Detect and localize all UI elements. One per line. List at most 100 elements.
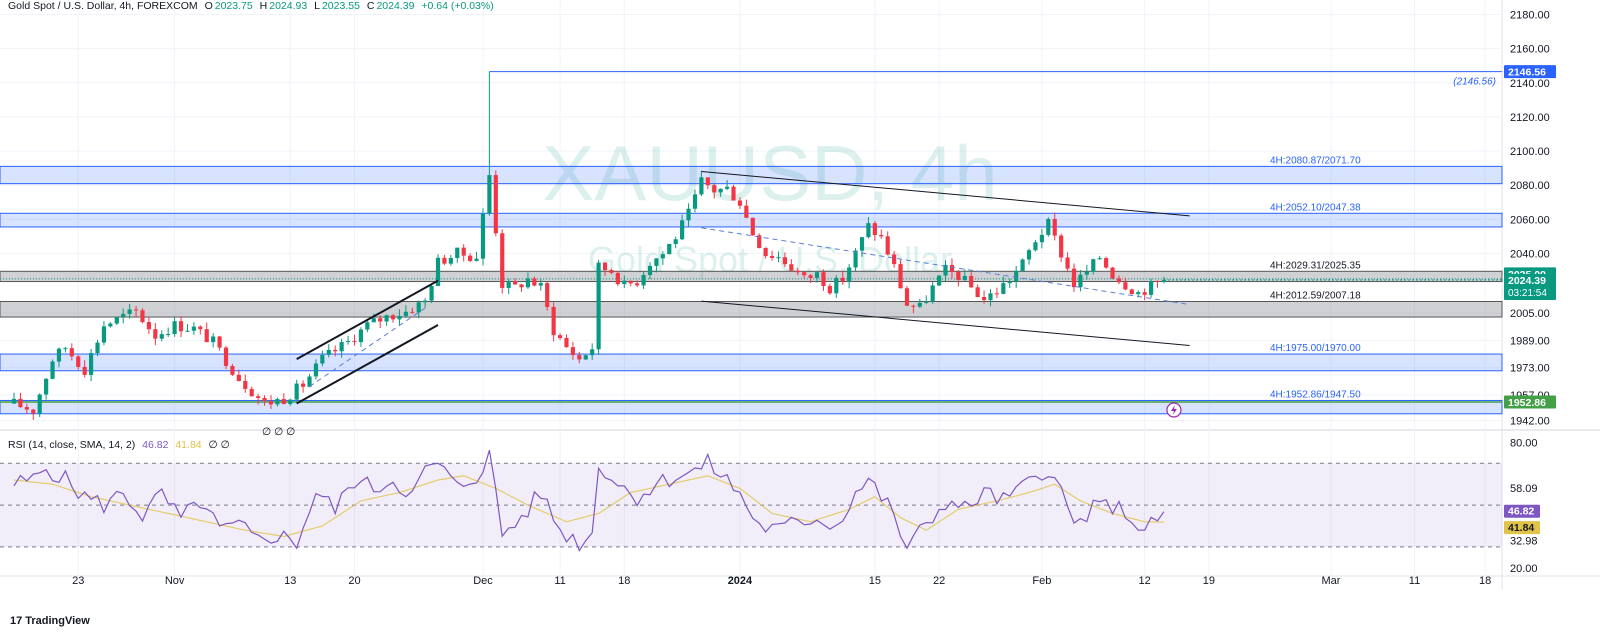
candle-body — [737, 200, 743, 206]
current-price-badge-bg — [1504, 274, 1556, 301]
trendlines — [296, 170, 1502, 405]
sr-zone-label: 4H:2052.10/2047.38 — [1270, 202, 1361, 213]
green-level-badge-bg — [1504, 395, 1556, 409]
candle-body — [782, 257, 787, 265]
candle-body — [198, 326, 203, 330]
price-axis-tick-label: 2120.00 — [1510, 112, 1550, 124]
time-axis-tick-label: 23 — [72, 575, 84, 587]
candle-body — [795, 270, 800, 273]
candle-body — [44, 378, 49, 395]
low-value: 2023.55 — [321, 0, 360, 12]
candle-body — [1007, 281, 1012, 284]
candle-body — [1149, 280, 1154, 295]
rsi-axis-tick-label: 32.98 — [1510, 536, 1538, 548]
candle-body — [859, 237, 865, 251]
watermark-title: XAUUSD, 4h — [542, 129, 997, 217]
candle-body — [930, 285, 935, 302]
candle-body — [1059, 235, 1064, 258]
candle-body — [468, 255, 473, 261]
candle-body — [1110, 267, 1115, 279]
candle-body — [590, 349, 595, 356]
candle-body — [1078, 274, 1083, 288]
candle-body — [204, 329, 209, 343]
candle-body — [313, 363, 319, 377]
candle-body — [802, 272, 807, 276]
symbol-name[interactable]: Gold Spot / U.S. Dollar, 4h, FOREXCOM — [8, 0, 198, 12]
rsi-value: 46.82 — [142, 439, 169, 451]
candle-body — [416, 302, 421, 313]
candle-body — [56, 348, 62, 362]
candle-body — [1136, 292, 1141, 295]
sr-zone-box — [0, 165, 1503, 185]
candle-body — [692, 194, 698, 209]
axes: 23 Nov 13 20 Dec 11 18 2024 15 22 Feb 12 19 Mar 11 18 21… — [72, 10, 1556, 587]
candle-body — [256, 396, 261, 398]
candle-body — [1123, 282, 1128, 290]
candle-body — [1014, 270, 1019, 282]
candle-body — [185, 330, 190, 332]
candle-series — [11, 71, 1167, 420]
candle-body — [243, 380, 248, 389]
candle-body — [442, 257, 447, 264]
candle-body — [11, 398, 17, 404]
candle-body — [949, 264, 955, 272]
candle-body — [904, 288, 910, 306]
rsi-legend: RSI (14, close, SMA, 14, 2) 46.82 41.84 … — [8, 439, 230, 451]
candle-body — [320, 354, 325, 364]
candle-body — [718, 188, 723, 193]
candle-body — [217, 336, 222, 348]
candle-body — [628, 280, 633, 284]
sr-zone-box — [0, 270, 1503, 283]
sr-zone-label: 4H:1975.00/1970.00 — [1270, 343, 1361, 354]
candle-body — [622, 280, 627, 285]
candle-body — [506, 281, 511, 288]
candle-body — [1084, 271, 1089, 275]
candle-body — [236, 374, 241, 381]
candle-body — [448, 257, 453, 264]
candle-body — [82, 366, 87, 375]
candle-body — [31, 409, 36, 414]
candle-body — [1071, 268, 1077, 288]
price-axis-tick-label: 2140.00 — [1510, 78, 1550, 90]
open-label: O — [204, 0, 213, 12]
high-label: H — [259, 0, 268, 12]
candle-body — [101, 326, 107, 343]
rsi-label[interactable]: RSI (14, close, SMA, 14, 2) — [8, 439, 136, 451]
candle-body — [211, 336, 216, 343]
time-axis-tick-label: Mar — [1321, 575, 1340, 587]
current-price-badge: 2024.39 — [1508, 275, 1546, 287]
bar-countdown: 03:21:54 — [1508, 288, 1547, 299]
candle-body — [943, 264, 948, 276]
time-axis-tick-label: 11 — [554, 575, 565, 587]
candle-body — [725, 186, 730, 189]
candle-body — [551, 306, 556, 336]
candle-body — [166, 333, 171, 335]
candle-body — [1091, 259, 1096, 272]
sr-zone-box — [0, 399, 1503, 415]
candle-body — [95, 342, 100, 354]
candle-body — [223, 347, 229, 366]
candle-body — [789, 264, 794, 271]
candle-body — [988, 293, 993, 301]
candle-body — [133, 309, 139, 311]
candle-body — [705, 177, 710, 186]
candle-body — [307, 376, 312, 387]
time-axis-tick-label: 13 — [284, 575, 296, 587]
candle-body — [776, 257, 781, 259]
sr-zone-box — [0, 301, 1503, 318]
candle-body — [577, 355, 582, 360]
candle-body — [769, 256, 775, 258]
candle-body — [557, 335, 563, 338]
candle-body — [249, 388, 254, 397]
candle-body — [461, 247, 466, 256]
price-axis-tick-label: 2080.00 — [1510, 180, 1550, 192]
candle-body — [808, 275, 813, 278]
candle-body — [397, 315, 402, 320]
close-value: 2024.39 — [376, 0, 415, 12]
candle-body — [686, 208, 691, 221]
candle-body — [108, 323, 113, 327]
candle-body — [538, 283, 543, 286]
tradingview-brand[interactable]: 17 TradingView — [10, 615, 90, 627]
candle-body — [602, 262, 608, 271]
